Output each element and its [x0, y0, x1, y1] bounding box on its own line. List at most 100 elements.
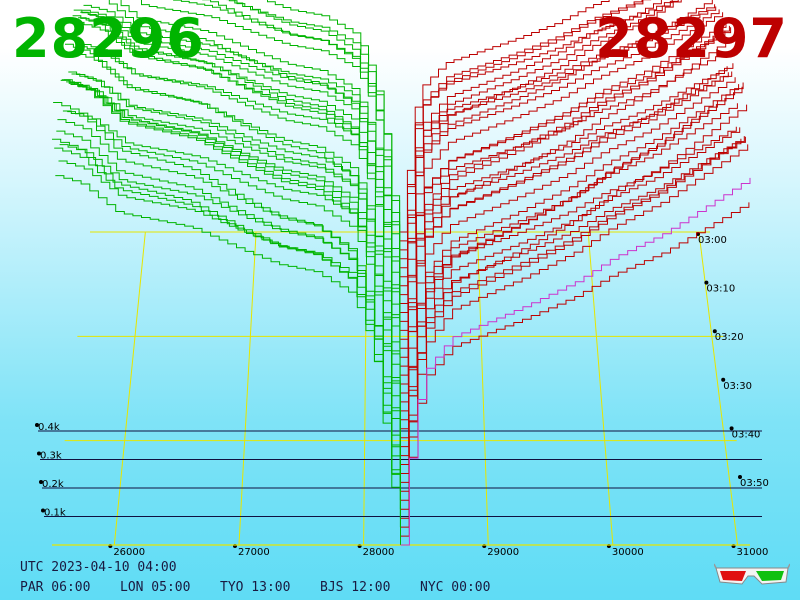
depth-tick-label: 0.3k: [40, 451, 62, 462]
time-tick-label: 03:10: [706, 284, 735, 295]
price-tick-label: 26000: [113, 547, 145, 558]
ask-depth-line: [400, 84, 740, 457]
3d-glasses-icon[interactable]: [714, 562, 790, 590]
price-tick-label: 31000: [737, 547, 769, 558]
time-tick-dot: [729, 426, 734, 431]
bid-depth-line: [82, 9, 401, 295]
ask-depth-line: [400, 144, 749, 528]
ask-depth-line: [399, 0, 652, 260]
time-tick-label: 03:40: [732, 429, 761, 440]
bid-depth-line: [267, 0, 401, 241]
ask-depth-line: [400, 103, 738, 448]
bid-depth-line: [70, 84, 401, 393]
depth-tick-dot: [39, 480, 43, 484]
depth-tick-dot: [37, 451, 41, 456]
time-tick-label: 03:00: [698, 235, 727, 246]
ask-depth-line: [400, 72, 729, 376]
bid-depth-line: [57, 119, 401, 501]
bid-depth-line: [202, 0, 401, 277]
bid-depth-line: [83, 4, 401, 286]
bid-depth-line: [226, 0, 401, 268]
ask-depth-line: [400, 104, 748, 519]
time-tick-label: 03:30: [723, 381, 752, 392]
price-tick-label: 27000: [238, 547, 270, 558]
bid-depth-line: [141, 0, 401, 259]
bid-depth-line: [54, 147, 401, 528]
bid-depth-line: [65, 43, 401, 438]
ask-depth-line: [400, 136, 745, 501]
ask-depth-line: [399, 6, 717, 278]
ask-depth-line: [399, 9, 720, 304]
price-gridline: [238, 231, 257, 546]
ask-depth-line: [399, 0, 643, 251]
bid-depth-line: [53, 102, 401, 537]
ask-depth-line: [400, 35, 735, 421]
bid-depth-line: [78, 17, 401, 331]
price-gridline: [477, 231, 489, 546]
ask-depth-line: [400, 22, 727, 358]
ask-depth-line: [399, 0, 713, 313]
bid-depth-line: [74, 41, 401, 358]
time-tick-dot: [721, 377, 726, 382]
bid-depth-line: [68, 71, 401, 411]
depth-tick-dot: [41, 508, 45, 513]
price-tick-label: 30000: [612, 547, 644, 558]
bid-depth-line: [52, 138, 401, 545]
time-tick-dot: [712, 329, 717, 334]
bid-depth-line: [108, 0, 401, 340]
ask-depth-line: [400, 71, 733, 403]
bid-depth-line: [69, 51, 401, 402]
price-gridline: [113, 231, 146, 546]
time-tick-dot: [738, 475, 742, 479]
ask-depth-line: [400, 25, 730, 385]
depth-tick-dot: [35, 423, 39, 427]
tz-paris: PAR 06:00: [20, 580, 91, 595]
bid-price: 28296: [12, 7, 205, 70]
ask-depth-line: [400, 82, 744, 492]
bid-depth-line: [80, 11, 401, 313]
ask-depth-line: [400, 12, 724, 331]
bid-depth-line: [63, 79, 401, 447]
ask-depth-line: [399, 0, 662, 287]
bid-depth-line: [55, 175, 401, 519]
ask-depth-line: [400, 126, 737, 439]
tz-beijing: BJS 12:00: [320, 580, 391, 595]
ask-depth-line: [400, 177, 751, 546]
bid-depth-line: [66, 81, 401, 429]
bid-depth-line: [59, 144, 401, 483]
price-gridline: [587, 231, 614, 546]
price-tick-label: 29000: [487, 547, 519, 558]
ask-depth-line: [400, 138, 742, 474]
tz-london: LON 05:00: [120, 580, 191, 595]
ask-depth-line: [400, 63, 734, 412]
ask-depth-line: [399, 0, 682, 322]
ask-depth-line: [400, 66, 728, 367]
bid-depth-line: [73, 9, 401, 367]
ask-depth-line: [399, 4, 716, 269]
bid-depth-line: [71, 73, 401, 384]
ask-depth-line: [400, 202, 750, 537]
price-tick-label: 28000: [363, 547, 395, 558]
ask-depth-line: [400, 52, 725, 340]
ask-depth-line: [400, 77, 736, 430]
bid-depth-line: [113, 0, 401, 304]
time-tick-dot: [704, 280, 709, 285]
ask-depth-line: [399, 0, 679, 296]
bid-depth-line: [62, 110, 401, 456]
bid-depth-line: [60, 79, 401, 474]
tz-tokyo: TYO 13:00: [220, 580, 291, 595]
utc-time: UTC 2023-04-10 04:00: [20, 560, 177, 575]
ask-depth-line: [400, 27, 732, 394]
bid-depth-line: [56, 130, 401, 510]
depth-tick-label: 0.2k: [42, 479, 64, 490]
bid-depth-line: [58, 160, 401, 492]
depth-tick-label: 0.1k: [44, 508, 66, 519]
bid-depth-line: [67, 111, 401, 420]
depth-tick-label: 0.4k: [38, 422, 60, 433]
bid-depth-line: [72, 15, 401, 376]
ask-depth-line: [400, 127, 741, 465]
time-tick-label: 03:20: [715, 332, 744, 343]
ask-depth-line: [400, 136, 746, 510]
tz-newyork: NYC 00:00: [420, 580, 491, 595]
